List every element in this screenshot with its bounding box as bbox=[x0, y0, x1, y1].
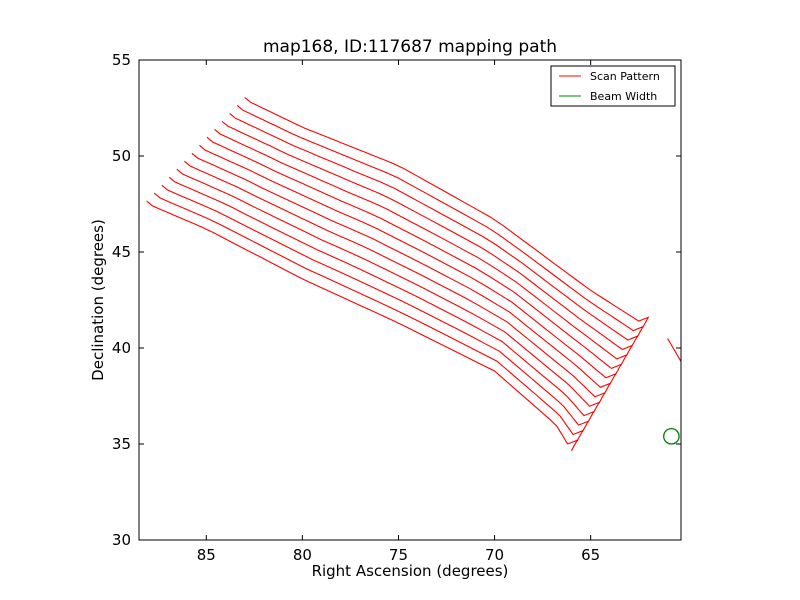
scan-line bbox=[153, 192, 584, 442]
y-tick-label: 40 bbox=[112, 339, 131, 357]
y-axis-label: Declination (degrees) bbox=[89, 219, 107, 381]
y-tick-label: 50 bbox=[112, 147, 131, 165]
scan-line bbox=[244, 96, 650, 329]
y-axis: 30 35 40 45 50 55 bbox=[112, 51, 681, 549]
y-tick-label: 30 bbox=[112, 531, 131, 549]
x-tick-label: 75 bbox=[389, 546, 408, 564]
scan-line bbox=[214, 128, 628, 366]
x-tick-label: 80 bbox=[293, 546, 312, 564]
series-layer bbox=[146, 96, 681, 451]
x-tick-label: 85 bbox=[197, 546, 216, 564]
legend-label-scan-pattern: Scan Pattern bbox=[590, 70, 660, 83]
x-tick-label: 70 bbox=[485, 546, 504, 564]
scan-line bbox=[236, 104, 645, 338]
scan-line-tip bbox=[667, 338, 681, 362]
x-axis: 85 80 75 70 65 bbox=[197, 60, 600, 564]
legend-label-beam-width: Beam Width bbox=[590, 90, 657, 103]
x-tick-label: 65 bbox=[581, 546, 600, 564]
y-tick-label: 35 bbox=[112, 435, 131, 453]
scan-line bbox=[199, 144, 617, 385]
scan-line bbox=[191, 152, 612, 395]
scan-line bbox=[168, 176, 595, 423]
scan-line bbox=[161, 184, 590, 433]
scan-line bbox=[229, 112, 639, 347]
y-tick-label: 55 bbox=[112, 51, 131, 69]
legend: Scan Pattern Beam Width bbox=[550, 65, 676, 107]
plot-area-frame bbox=[138, 59, 682, 541]
scan-line bbox=[221, 120, 634, 357]
scan-line bbox=[184, 160, 606, 404]
legend-box bbox=[550, 65, 676, 107]
scan-line bbox=[206, 136, 623, 376]
beam-width-circle bbox=[663, 427, 680, 445]
x-axis-label: Right Ascension (degrees) bbox=[312, 562, 509, 580]
scan-line bbox=[176, 168, 601, 414]
scan-line bbox=[146, 200, 579, 451]
y-tick-label: 45 bbox=[112, 243, 131, 261]
chart-title: map168, ID:117687 mapping path bbox=[263, 37, 557, 57]
